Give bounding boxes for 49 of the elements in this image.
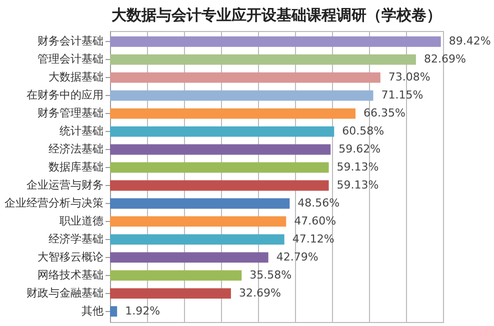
y-tick-label: 网络技术基础 bbox=[38, 268, 104, 282]
data-label: 59.13% bbox=[336, 160, 379, 174]
y-tick-label: 经济学基础 bbox=[48, 232, 104, 246]
bar bbox=[110, 180, 329, 191]
data-label: 89.42% bbox=[448, 34, 491, 48]
data-label: 66.35% bbox=[363, 106, 406, 120]
bar bbox=[110, 306, 118, 317]
y-tick-label: 在财务中的应用 bbox=[26, 88, 104, 102]
y-tick-label: 企业经营分析与决策 bbox=[4, 196, 104, 210]
bar bbox=[110, 144, 331, 155]
y-tick-label: 企业运营与财务 bbox=[26, 178, 104, 192]
bar bbox=[110, 252, 268, 263]
data-label: 35.58% bbox=[250, 268, 292, 282]
data-label: 48.56% bbox=[298, 196, 340, 210]
data-label: 73.08% bbox=[388, 70, 430, 84]
data-label: 47.12% bbox=[292, 232, 334, 246]
bar bbox=[110, 270, 242, 281]
bar bbox=[110, 54, 416, 65]
bar bbox=[110, 126, 334, 137]
bar bbox=[110, 288, 231, 299]
data-label: 82.69% bbox=[424, 52, 466, 66]
bar bbox=[110, 108, 356, 119]
bar bbox=[110, 234, 284, 245]
data-label: 32.69% bbox=[238, 286, 281, 300]
data-label: 59.13% bbox=[336, 178, 379, 192]
y-tick-label: 大数据基础 bbox=[48, 70, 104, 84]
y-tick-label: 经济法基础 bbox=[48, 142, 104, 156]
bar bbox=[110, 72, 380, 83]
data-label: 47.60% bbox=[294, 214, 336, 228]
y-tick-label: 财务管理基础 bbox=[38, 106, 104, 120]
y-tick-label: 财务会计基础 bbox=[38, 34, 104, 48]
y-tick-label: 数据库基础 bbox=[48, 160, 104, 174]
y-tick-label: 统计基础 bbox=[60, 124, 104, 138]
chart-title: 大数据与会计专业应开设基础课程调研（学校卷） bbox=[112, 6, 442, 24]
bar bbox=[110, 36, 441, 47]
data-label: 71.15% bbox=[381, 88, 424, 102]
data-label: 60.58% bbox=[342, 124, 384, 138]
y-tick-label: 大智移云概论 bbox=[38, 250, 104, 264]
data-label: 1.92% bbox=[125, 304, 160, 318]
y-tick-label: 管理会计基础 bbox=[38, 52, 104, 66]
y-tick-label: 职业道德 bbox=[60, 214, 104, 228]
bar bbox=[110, 216, 286, 227]
y-tick-label: 财政与金融基础 bbox=[26, 286, 104, 300]
data-label: 59.62% bbox=[338, 142, 381, 156]
data-label: 42.79% bbox=[276, 250, 318, 264]
y-tick-label: 其他 bbox=[82, 304, 104, 318]
bar bbox=[110, 162, 329, 173]
bar bbox=[110, 198, 290, 209]
bar bbox=[110, 90, 374, 101]
